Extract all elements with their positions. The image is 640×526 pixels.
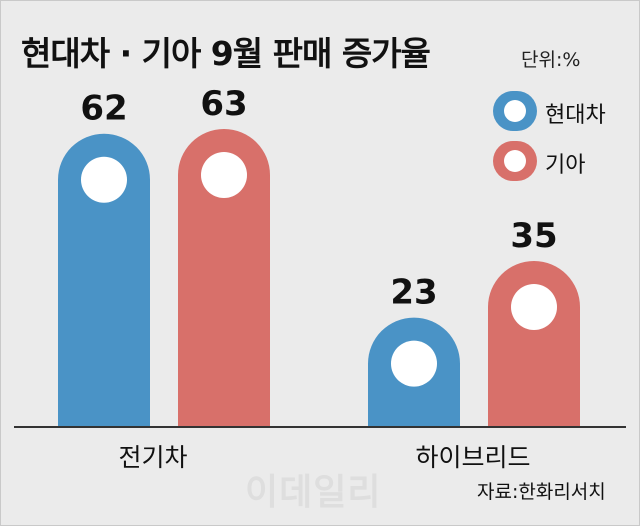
- value-label-hyundai-hybrid: 23: [390, 273, 437, 313]
- legend-label-kia: 기아: [545, 153, 586, 178]
- category-label-ev: 전기차: [118, 443, 187, 472]
- bar-hyundai-ev: [58, 133, 150, 426]
- value-label-kia-hybrid: 35: [510, 216, 557, 256]
- unit-label: 단위:%: [521, 49, 581, 71]
- legend-dot-icon: [504, 150, 526, 172]
- category-label-hybrid: 하이브리드: [415, 443, 530, 472]
- source-label: 자료:한화리서치: [477, 481, 606, 503]
- legend-swatch-hyundai: [493, 91, 537, 131]
- legend-dot-icon: [504, 100, 526, 122]
- bar-dot-icon: [391, 340, 437, 387]
- watermark: 이데일리: [245, 472, 382, 513]
- value-label-hyundai-ev: 62: [80, 89, 127, 129]
- bar-dot-icon: [201, 152, 247, 198]
- bar-dot-icon: [511, 284, 557, 330]
- chart-title: 현대차 · 기아 9월 판매 증가율: [21, 34, 431, 73]
- value-label-kia-ev: 63: [200, 84, 247, 124]
- legend-label-hyundai: 현대차: [545, 103, 606, 128]
- bar-dot-icon: [81, 156, 127, 203]
- bar-kia-ev: [178, 129, 270, 426]
- legend-swatch-kia: [493, 141, 537, 181]
- bar-kia-hybrid: [488, 261, 580, 426]
